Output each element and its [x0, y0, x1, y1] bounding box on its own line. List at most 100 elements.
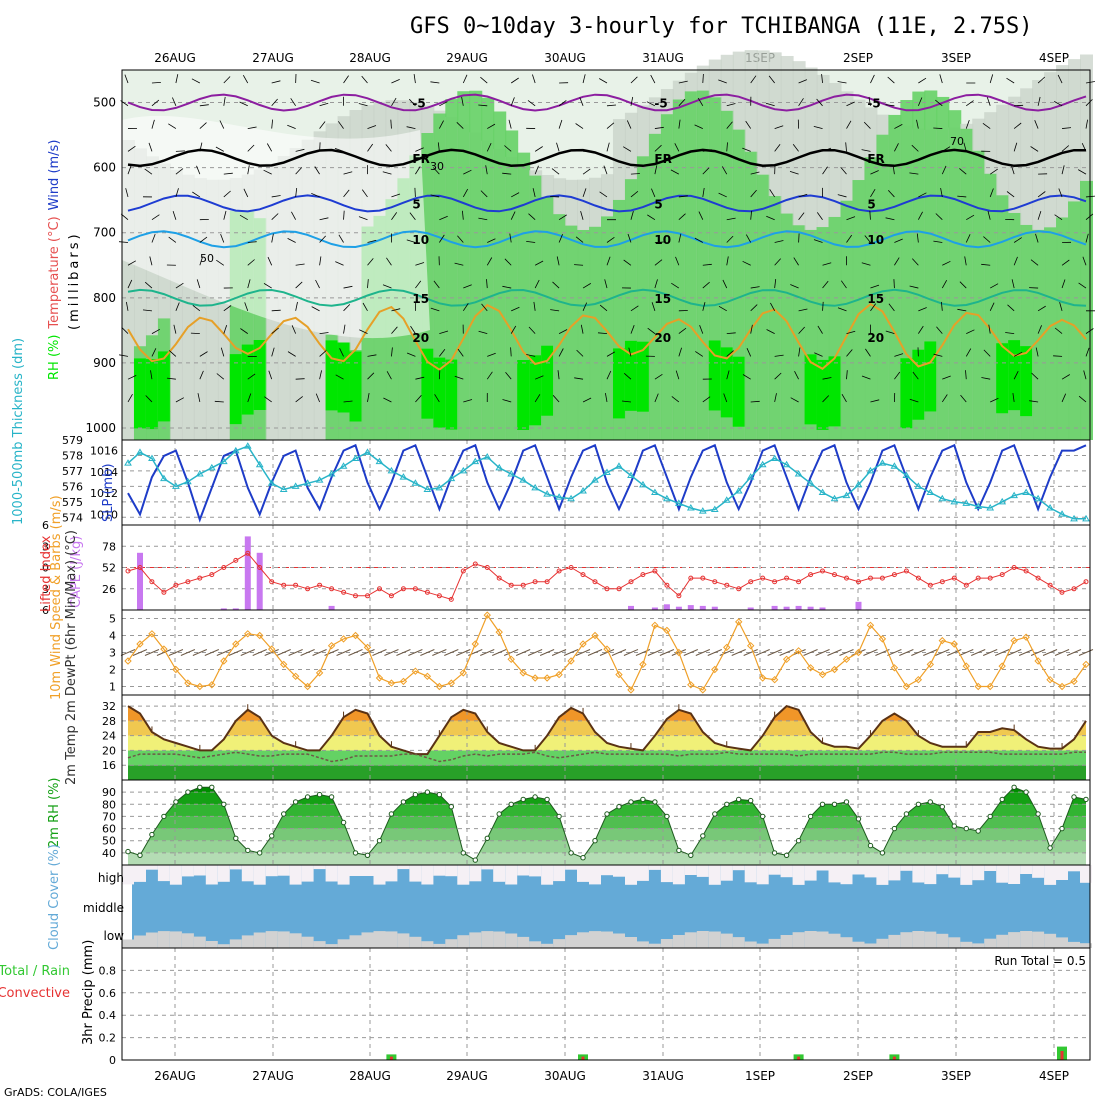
- wind-barb: [963, 142, 967, 152]
- rh-point: [1035, 811, 1041, 817]
- wind-barb: [192, 191, 201, 198]
- rh-green-cell: [481, 97, 495, 440]
- lifted-index-point: [844, 575, 849, 581]
- wind-barb: [774, 372, 782, 380]
- rh-point: [448, 804, 454, 810]
- rh-green-cell: [768, 196, 782, 440]
- wind-barb: [793, 257, 799, 266]
- wind-barb: [933, 127, 943, 129]
- surface-wind-barb: [336, 649, 351, 656]
- precip-panel: [121, 947, 1091, 1061]
- rh2m-panel: [121, 779, 1091, 866]
- thickness-point: [986, 504, 995, 511]
- cloud-high-clear: [660, 865, 673, 883]
- lifted-tick-label: 0: [42, 562, 49, 575]
- wind-barb: [813, 239, 823, 243]
- wind-barb: [343, 304, 351, 312]
- lifted-index-point: [856, 579, 861, 585]
- rh-bright-cell: [732, 356, 746, 427]
- thickness-point: [267, 479, 276, 486]
- precip-tick-label: 0.8: [99, 964, 117, 977]
- wind-barb: [870, 74, 875, 84]
- wind-barb: [528, 326, 536, 334]
- cloud-high-clear: [888, 865, 901, 881]
- lifted-index-point: [400, 586, 406, 592]
- cloud-low: [337, 939, 350, 948]
- surface-wind-barb: [1078, 649, 1094, 656]
- surface-wind-barb: [276, 649, 291, 656]
- wind-speed-point: [124, 657, 132, 665]
- wind-barb: [678, 80, 688, 84]
- wind-barb: [798, 233, 800, 243]
- wind-barb: [485, 165, 488, 175]
- wind-barb: [983, 236, 991, 243]
- upper-air-panel: RH (%) Temperature (°C) Wind (m/s): [47, 50, 1096, 441]
- wind-barb: [457, 235, 464, 243]
- rh-point: [257, 850, 263, 856]
- rh-point: [484, 835, 490, 841]
- precip-ylabel: 3hr Precip (mm): [81, 940, 96, 1045]
- wind-speed-point: [555, 670, 563, 679]
- wind-barb: [1077, 169, 1087, 175]
- rh-bright-cell: [816, 359, 830, 430]
- cape-bar: [783, 606, 790, 610]
- wind-barb: [463, 169, 472, 175]
- surface-wind-barb: [216, 649, 231, 656]
- thickness-point: [686, 504, 695, 511]
- rh-green-cell: [660, 114, 674, 440]
- cloud-low: [660, 939, 673, 948]
- wind-barb: [940, 188, 943, 198]
- wind-speed-point: [543, 674, 551, 682]
- lifted-index-point: [365, 593, 370, 599]
- wind-barb: [654, 259, 663, 266]
- wind-barb: [504, 145, 512, 152]
- precip-conv-bar: [1060, 1051, 1064, 1060]
- wind-barb: [175, 282, 184, 289]
- surface-wind-barb: [623, 649, 639, 656]
- surface-wind-barb: [743, 649, 758, 656]
- wind-barb: [630, 325, 635, 334]
- rh-green-cell: [1032, 229, 1046, 440]
- wind-barb: [695, 351, 704, 357]
- lifted-index-point: [712, 579, 718, 585]
- wind-barb: [264, 396, 272, 403]
- wind-barb: [678, 98, 686, 107]
- wind-speed-point: [711, 665, 719, 674]
- lifted-index-point: [161, 589, 167, 595]
- wind-barb: [1058, 188, 1063, 198]
- cloud-high-clear: [169, 865, 182, 885]
- rh-point: [927, 799, 933, 805]
- thickness-point: [531, 483, 540, 491]
- wind-speed-point: [1022, 633, 1030, 641]
- rh-band: [128, 816, 1086, 829]
- wind-barb: [750, 210, 752, 220]
- surface-wind-barb: [168, 649, 184, 656]
- wind-barb: [1011, 279, 1015, 289]
- cloud-low: [708, 931, 721, 948]
- wind-barb: [558, 119, 563, 129]
- cloud-low: [936, 933, 949, 948]
- wind-barb: [430, 307, 440, 312]
- wind-barb: [726, 235, 734, 243]
- wind-barb: [1061, 165, 1065, 175]
- rh-green-cell: [493, 111, 507, 441]
- wind-barb: [774, 143, 781, 152]
- wind-barb: [576, 349, 584, 357]
- temp-tick-label: 24: [102, 730, 116, 743]
- wind-barb: [651, 302, 656, 311]
- wind-barb: [966, 329, 975, 334]
- wind-barb: [533, 301, 536, 311]
- wind-barb: [981, 263, 991, 266]
- rh-point: [807, 813, 814, 820]
- wind-barb: [628, 347, 632, 357]
- wind-barb: [582, 188, 587, 198]
- lifted-index-point: [772, 579, 778, 585]
- thickness-point: [219, 457, 228, 465]
- wind-barb: [798, 98, 804, 107]
- rh-point: [1047, 845, 1053, 851]
- wind-barb: [290, 98, 296, 107]
- wind-barb: [215, 146, 224, 152]
- wind-barb: [391, 212, 398, 220]
- wind-barb: [702, 263, 712, 266]
- wind-barb: [822, 280, 829, 289]
